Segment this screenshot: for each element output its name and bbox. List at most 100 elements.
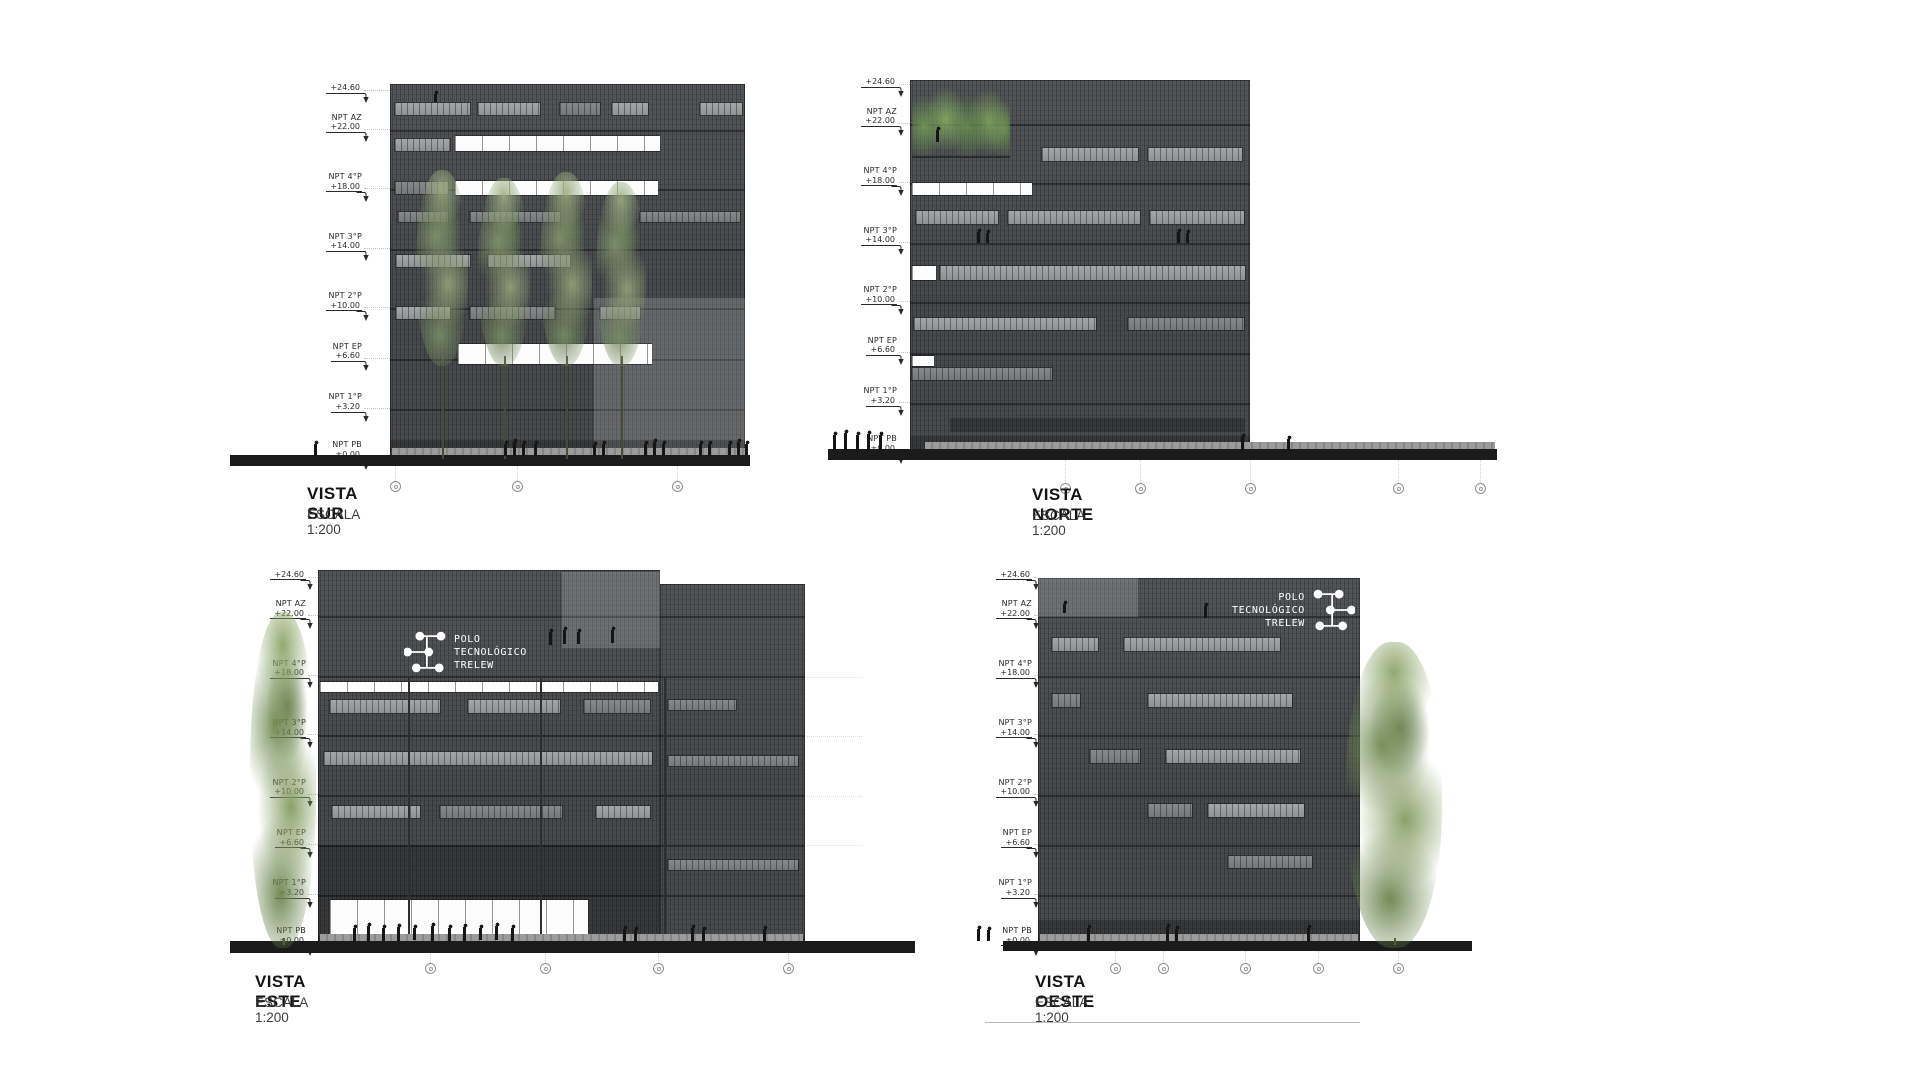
level-leader-line (364, 408, 392, 410)
level-elevation: +18.00 (996, 668, 1032, 679)
level-elevation-row: +10.00 (861, 295, 904, 315)
person-silhouette (1203, 602, 1209, 618)
level-name: NPT EP (1002, 827, 1032, 837)
person-silhouette (633, 926, 639, 942)
axis-grid-line (1318, 951, 1319, 963)
level-leader-line (807, 677, 862, 678)
level-label: NPT 2°P+10.00 (833, 285, 904, 315)
window-band (596, 806, 650, 818)
view-title: VISTA SUR (307, 484, 358, 523)
view-title: VISTA NORTE (1032, 485, 1094, 524)
level-leader-line (899, 402, 910, 404)
person-silhouette (1286, 435, 1292, 451)
window-band (1052, 694, 1080, 707)
level-label: NPT EP+6.60 (833, 336, 904, 366)
level-name: NPT AZ (866, 106, 897, 116)
person-silhouette (494, 922, 500, 940)
window-band (640, 212, 740, 222)
level-elevation: +24.60 (326, 83, 362, 94)
person-silhouette (510, 924, 516, 941)
window-band (395, 139, 450, 151)
level-leader-line (1034, 576, 1038, 578)
level-elevation-row: +18.00 (996, 668, 1039, 689)
person-silhouette (447, 924, 453, 941)
axis-bubble (1240, 963, 1251, 974)
person-silhouette (727, 440, 733, 455)
ground-line (230, 941, 915, 953)
floor-line (1038, 844, 1360, 847)
level-elevation-row: +24.60 (861, 77, 904, 97)
floor-line (910, 352, 1250, 355)
level-name: NPT 1°P (998, 878, 1032, 888)
person-silhouette (562, 626, 568, 644)
glazing-slot (912, 356, 934, 366)
axis-grid-line (1250, 460, 1251, 483)
window-band (916, 211, 998, 224)
axis-grid-line (1245, 951, 1246, 963)
level-elevation: +22.00 (326, 122, 362, 133)
person-silhouette (512, 438, 518, 456)
level-elevation: +10.00 (861, 295, 897, 306)
logo-text-line: TECNOLÓGICO (454, 646, 527, 658)
level-elevation-row: +24.60 (996, 570, 1039, 590)
person-silhouette (592, 441, 598, 456)
logo-text: POLO TECNOLÓGICO TRELEW (1232, 591, 1305, 630)
tree-trunk (621, 356, 623, 459)
person-silhouette (843, 429, 849, 451)
person-silhouette (601, 440, 607, 456)
level-elevation-row: +6.60 (331, 351, 369, 372)
person-silhouette (976, 925, 982, 941)
person-silhouette (433, 90, 439, 102)
person-silhouette (576, 628, 582, 644)
glazing-slot (320, 682, 658, 692)
person-silhouette (521, 440, 527, 456)
level-elevation-row: +22.00 (996, 609, 1039, 629)
window-band (668, 756, 798, 766)
level-name: NPT 4°P (863, 166, 897, 176)
level-name: NPT AZ (1001, 599, 1032, 609)
level-label: +24.60 (242, 561, 313, 590)
floor-line (1038, 895, 1360, 898)
level-elevation: +10.00 (996, 787, 1032, 798)
axis-bubble (390, 481, 401, 492)
window-band (584, 700, 650, 713)
person-silhouette (503, 440, 509, 456)
person-silhouette (878, 431, 884, 451)
level-leader-line (1034, 793, 1038, 795)
person-silhouette (707, 440, 713, 456)
person-silhouette (762, 925, 768, 942)
tree (540, 172, 592, 366)
floor-line (318, 675, 805, 678)
tree (1346, 642, 1442, 948)
axis-grid-line (1065, 460, 1066, 483)
person-silhouette (430, 922, 436, 941)
window-band (700, 103, 742, 115)
ground-line (1003, 941, 1472, 951)
axis-bubble (1313, 963, 1324, 974)
level-name: NPT PB (1002, 926, 1032, 935)
window-band (440, 806, 562, 818)
level-elevation-row: +6.60 (1001, 838, 1039, 858)
axis-bubble (672, 481, 683, 492)
person-silhouette (478, 924, 484, 940)
window-band (1008, 211, 1140, 224)
level-elevation: +6.60 (331, 351, 362, 362)
level-name: NPT PB (332, 440, 362, 449)
axis-grid-line (677, 466, 678, 481)
axis-grid-line (1480, 460, 1481, 483)
window-band (1148, 804, 1192, 817)
level-label: NPT AZ+22.00 (968, 599, 1039, 629)
window-band (612, 103, 648, 115)
axis-bubble (1393, 963, 1404, 974)
person-silhouette (985, 229, 991, 243)
floor-line (318, 794, 805, 797)
level-name: NPT 3°P (328, 231, 362, 241)
axis-bubble (1475, 483, 1486, 494)
window-band (1208, 804, 1304, 817)
level-elevation: +22.00 (996, 609, 1032, 620)
axis-grid-line (1140, 460, 1141, 483)
person-silhouette (976, 228, 982, 243)
level-label: +24.60 (968, 561, 1039, 590)
level-leader-line (308, 615, 318, 617)
level-elevation: +18.00 (326, 182, 362, 193)
